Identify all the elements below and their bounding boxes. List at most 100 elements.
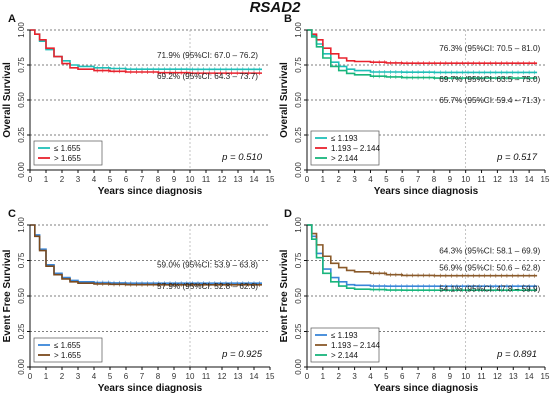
y-tick-label: 1.00	[17, 22, 26, 38]
ci-annotation: 59.0% (95%CI: 53.9 – 63.8)	[157, 261, 258, 270]
x-tick-label: 10	[186, 175, 195, 184]
legend-label: ≤ 1.193	[331, 331, 358, 340]
x-tick-label: 5	[384, 175, 389, 184]
x-tick-label: 10	[461, 372, 470, 381]
y-tick-label: 1.00	[17, 217, 26, 233]
x-tick-label: 10	[186, 372, 195, 381]
x-tick-label: 5	[108, 372, 113, 381]
x-tick-label: 14	[250, 175, 259, 184]
y-tick-label: 0.50	[17, 288, 26, 304]
x-tick-label: 7	[140, 372, 145, 381]
y-tick-label: 0.25	[294, 323, 303, 339]
km-curve-1	[307, 224, 538, 288]
legend-label: 1.193 – 2.144	[331, 144, 380, 153]
km-curve-2	[30, 224, 262, 286]
panel-label: C	[8, 208, 16, 220]
legend-label: > 1.655	[54, 154, 81, 163]
km-curve-3	[307, 29, 538, 79]
p-value: p = 0.517	[496, 152, 538, 163]
x-tick-label: 12	[218, 372, 227, 381]
p-value: p = 0.510	[221, 152, 263, 163]
y-axis-title: Event Free Survival	[279, 249, 290, 342]
x-tick-label: 1	[321, 175, 326, 184]
x-tick-label: 0	[305, 372, 310, 381]
x-tick-label: 7	[140, 175, 145, 184]
y-tick-label: 0.00	[294, 359, 303, 375]
x-tick-label: 12	[493, 372, 502, 381]
y-tick-label: 1.00	[294, 22, 303, 38]
x-tick-label: 11	[477, 175, 486, 184]
y-axis-title: Overall Survival	[2, 62, 13, 138]
x-axis-title: Years since diagnosis	[98, 383, 203, 394]
legend-label: 1.193 – 2.144	[331, 341, 380, 350]
ci-annotation: 64.3% (95%CI: 58.1 – 69.9)	[439, 246, 540, 255]
x-tick-label: 1	[44, 372, 49, 381]
x-tick-label: 2	[337, 175, 342, 184]
km-curve-1	[30, 29, 262, 71]
ci-annotation: 69.2% (95%CI: 64.3 – 73.7)	[157, 72, 258, 81]
legend-label: > 2.144	[331, 351, 358, 360]
x-tick-label: 15	[266, 175, 275, 184]
x-tick-label: 11	[202, 372, 211, 381]
y-tick-label: 0.50	[17, 92, 26, 108]
x-tick-label: 7	[416, 175, 421, 184]
y-tick-label: 0.50	[294, 92, 303, 108]
legend	[33, 140, 103, 166]
x-tick-label: 3	[352, 175, 357, 184]
x-tick-label: 13	[234, 175, 243, 184]
ci-annotation: 56.9% (95%CI: 50.6 – 62.8)	[439, 263, 540, 272]
x-tick-label: 6	[400, 372, 405, 381]
panel-d: D0.000.250.500.751.000 1 2 3 4 5 6 7 8 9 10 11 12 13 1…	[279, 208, 550, 394]
x-tick-label: 9	[448, 372, 453, 381]
x-tick-label: 8	[432, 372, 437, 381]
p-value: p = 0.925	[221, 349, 263, 360]
y-tick-label: 0.00	[17, 359, 26, 375]
x-tick-label: 3	[76, 175, 81, 184]
y-tick-label: 0.00	[17, 162, 26, 178]
x-tick-label: 0	[305, 175, 310, 184]
y-tick-label: 1.00	[294, 217, 303, 233]
legend-label: > 1.655	[54, 351, 81, 360]
y-tick-label: 0.75	[17, 252, 26, 268]
x-tick-label: 5	[108, 175, 113, 184]
x-tick-label: 4	[92, 175, 97, 184]
x-tick-label: 1	[44, 175, 49, 184]
x-tick-label: 6	[124, 175, 129, 184]
x-tick-label: 8	[432, 175, 437, 184]
x-tick-label: 4	[92, 372, 97, 381]
x-tick-label: 13	[509, 175, 518, 184]
x-tick-label: 12	[493, 175, 502, 184]
x-tick-label: 15	[541, 372, 550, 381]
x-tick-label: 14	[250, 372, 259, 381]
panel-label: B	[284, 13, 292, 25]
x-tick-label: 14	[525, 175, 534, 184]
x-tick-label: 8	[156, 175, 161, 184]
x-tick-label: 8	[156, 372, 161, 381]
ci-annotation: 54.1% (95%CI: 47.8 – 59.9)	[439, 285, 540, 294]
x-tick-label: 13	[234, 372, 243, 381]
x-tick-label: 9	[172, 175, 177, 184]
ci-annotation: 69.7% (95%CI: 63.5 – 75.0)	[439, 75, 540, 84]
panel-b: B0.000.250.500.751.000 1 2 3 4 5 6 7 8 9 10 11 12 13 1…	[279, 13, 550, 197]
x-axis-title: Years since diagnosis	[374, 383, 479, 394]
y-tick-label: 0.25	[17, 127, 26, 143]
figure-title: RSAD2	[249, 0, 301, 16]
y-tick-label: 0.75	[294, 57, 303, 73]
x-tick-label: 11	[477, 372, 486, 381]
panel-label: D	[284, 208, 292, 220]
y-tick-label: 0.00	[294, 162, 303, 178]
panel-c: C0.000.250.500.751.000 1 2 3 4 5 6 7 8 9 10 11 12 13 1…	[2, 208, 275, 394]
x-tick-label: 2	[60, 372, 65, 381]
ci-annotation: 65.7% (95%CI: 59.4 – 71.3)	[439, 96, 540, 105]
y-tick-label: 0.75	[294, 252, 303, 268]
x-tick-label: 3	[76, 372, 81, 381]
x-tick-label: 9	[172, 372, 177, 381]
x-tick-label: 15	[541, 175, 550, 184]
km-curve-1	[30, 224, 262, 285]
km-curve-3	[307, 224, 538, 291]
x-tick-label: 4	[368, 372, 373, 381]
ci-annotation: 76.3% (95%CI: 70.5 – 81.0)	[439, 44, 540, 53]
legend	[33, 337, 103, 363]
x-tick-label: 15	[266, 372, 275, 381]
